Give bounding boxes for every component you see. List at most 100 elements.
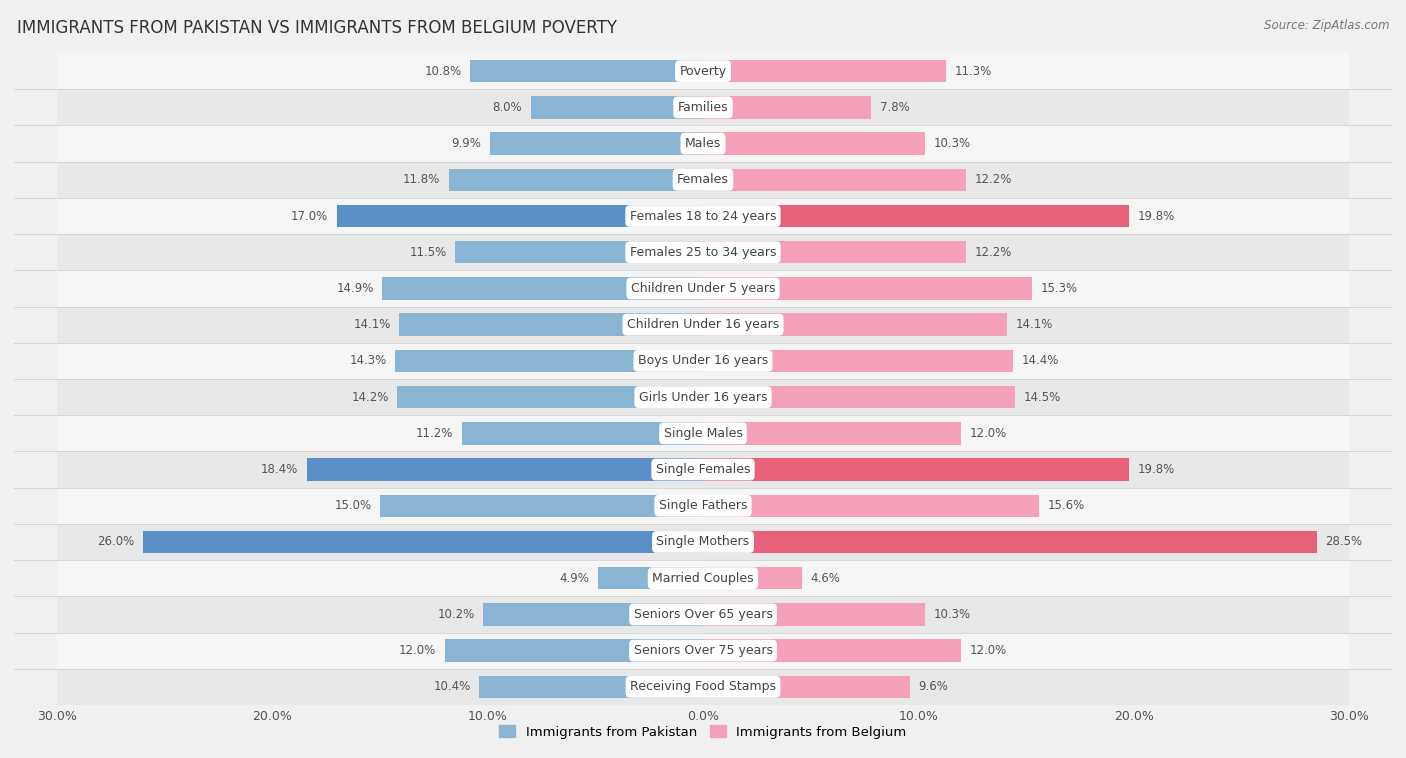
Bar — [461, 422, 703, 444]
Bar — [58, 198, 1348, 234]
Text: 14.9%: 14.9% — [336, 282, 374, 295]
Text: 15.6%: 15.6% — [1047, 500, 1084, 512]
Text: Children Under 16 years: Children Under 16 years — [627, 318, 779, 331]
Text: 10.8%: 10.8% — [425, 64, 461, 77]
Text: 14.5%: 14.5% — [1024, 390, 1062, 403]
Text: Single Females: Single Females — [655, 463, 751, 476]
Bar — [531, 96, 703, 118]
Text: 15.0%: 15.0% — [335, 500, 371, 512]
Bar — [307, 459, 703, 481]
Bar — [703, 133, 925, 155]
Text: 19.8%: 19.8% — [1137, 209, 1175, 223]
Bar — [598, 567, 703, 590]
Legend: Immigrants from Pakistan, Immigrants from Belgium: Immigrants from Pakistan, Immigrants fro… — [494, 720, 912, 744]
Bar — [703, 567, 801, 590]
Bar — [143, 531, 703, 553]
Bar — [58, 271, 1348, 306]
Bar — [703, 640, 962, 662]
Text: Single Mothers: Single Mothers — [657, 535, 749, 549]
Text: 11.8%: 11.8% — [404, 174, 440, 186]
Text: 12.0%: 12.0% — [970, 644, 1007, 657]
Text: Seniors Over 65 years: Seniors Over 65 years — [634, 608, 772, 621]
Bar — [58, 234, 1348, 271]
Bar — [58, 597, 1348, 632]
Text: 17.0%: 17.0% — [291, 209, 329, 223]
Text: Single Fathers: Single Fathers — [659, 500, 747, 512]
Text: Married Couples: Married Couples — [652, 572, 754, 584]
Text: Males: Males — [685, 137, 721, 150]
Bar — [703, 386, 1015, 409]
Bar — [382, 277, 703, 299]
Bar — [395, 349, 703, 372]
Text: 11.5%: 11.5% — [409, 246, 447, 258]
Text: Receiving Food Stamps: Receiving Food Stamps — [630, 681, 776, 694]
Bar — [58, 161, 1348, 198]
Bar — [58, 452, 1348, 487]
Text: Seniors Over 75 years: Seniors Over 75 years — [634, 644, 772, 657]
Bar — [58, 306, 1348, 343]
Text: 8.0%: 8.0% — [492, 101, 522, 114]
Text: 26.0%: 26.0% — [97, 535, 135, 549]
Bar — [703, 205, 1129, 227]
Bar — [58, 632, 1348, 669]
Text: 4.6%: 4.6% — [811, 572, 841, 584]
Bar — [489, 133, 703, 155]
Text: 12.0%: 12.0% — [970, 427, 1007, 440]
Bar — [58, 379, 1348, 415]
Bar — [398, 386, 703, 409]
Text: 14.1%: 14.1% — [1015, 318, 1053, 331]
Text: 10.4%: 10.4% — [433, 681, 471, 694]
Text: Poverty: Poverty — [679, 64, 727, 77]
Text: Females 25 to 34 years: Females 25 to 34 years — [630, 246, 776, 258]
Bar — [58, 89, 1348, 126]
Text: Single Males: Single Males — [664, 427, 742, 440]
Bar — [703, 494, 1039, 517]
Text: 7.8%: 7.8% — [880, 101, 910, 114]
Bar — [456, 241, 703, 264]
Bar — [703, 459, 1129, 481]
Text: 11.2%: 11.2% — [416, 427, 453, 440]
Bar — [444, 640, 703, 662]
Bar — [703, 349, 1012, 372]
Text: 10.2%: 10.2% — [437, 608, 475, 621]
Text: 14.4%: 14.4% — [1022, 355, 1059, 368]
Text: 12.2%: 12.2% — [974, 174, 1012, 186]
Text: Source: ZipAtlas.com: Source: ZipAtlas.com — [1264, 19, 1389, 32]
Bar — [399, 314, 703, 336]
Bar — [471, 60, 703, 83]
Bar — [703, 241, 966, 264]
Text: 14.2%: 14.2% — [352, 390, 388, 403]
Bar — [58, 524, 1348, 560]
Text: 28.5%: 28.5% — [1326, 535, 1362, 549]
Bar — [58, 126, 1348, 161]
Text: 10.3%: 10.3% — [934, 608, 970, 621]
Text: 9.6%: 9.6% — [918, 681, 948, 694]
Text: Children Under 5 years: Children Under 5 years — [631, 282, 775, 295]
Bar — [703, 531, 1316, 553]
Text: Females 18 to 24 years: Females 18 to 24 years — [630, 209, 776, 223]
Text: IMMIGRANTS FROM PAKISTAN VS IMMIGRANTS FROM BELGIUM POVERTY: IMMIGRANTS FROM PAKISTAN VS IMMIGRANTS F… — [17, 19, 617, 37]
Text: 9.9%: 9.9% — [451, 137, 481, 150]
Bar — [703, 60, 946, 83]
Text: Girls Under 16 years: Girls Under 16 years — [638, 390, 768, 403]
Bar — [449, 168, 703, 191]
Text: 4.9%: 4.9% — [560, 572, 589, 584]
Bar — [58, 53, 1348, 89]
Bar — [703, 96, 870, 118]
Bar — [58, 415, 1348, 452]
Text: 12.2%: 12.2% — [974, 246, 1012, 258]
Bar — [703, 314, 1007, 336]
Text: 15.3%: 15.3% — [1040, 282, 1078, 295]
Text: 14.3%: 14.3% — [349, 355, 387, 368]
Text: Females: Females — [678, 174, 728, 186]
Bar — [58, 560, 1348, 597]
Bar — [337, 205, 703, 227]
Bar — [703, 603, 925, 625]
Text: 14.1%: 14.1% — [353, 318, 391, 331]
Text: Families: Families — [678, 101, 728, 114]
Bar — [58, 669, 1348, 705]
Bar — [479, 675, 703, 698]
Bar — [703, 422, 962, 444]
Bar — [484, 603, 703, 625]
Bar — [703, 675, 910, 698]
